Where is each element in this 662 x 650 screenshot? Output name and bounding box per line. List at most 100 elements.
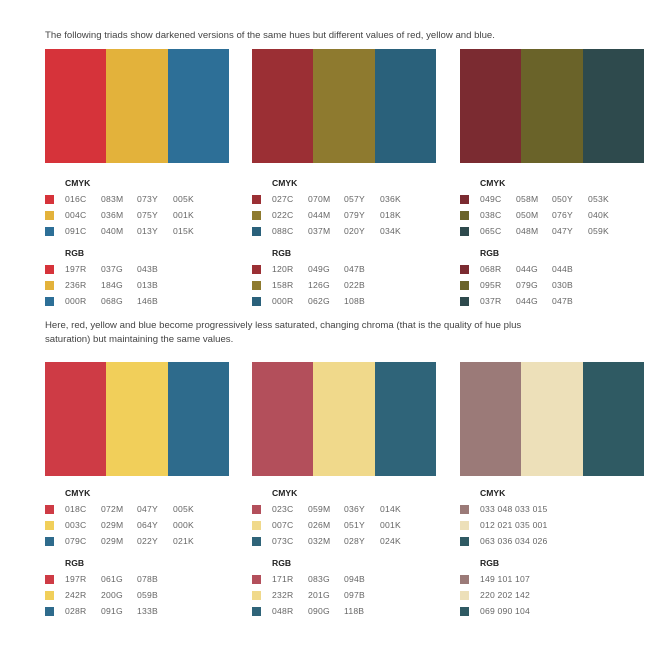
cmyk-label: CMYK — [65, 488, 91, 498]
color-swatch — [45, 520, 54, 530]
cmyk-value: 070M — [308, 194, 331, 204]
cmyk-value: 026M — [308, 520, 331, 530]
color-swatch — [45, 226, 54, 236]
rgb-value: 078B — [137, 574, 158, 584]
rgb-value: 059B — [137, 590, 158, 600]
rgb-label: RGB — [272, 248, 292, 258]
cmyk-value: 050Y — [552, 194, 573, 204]
cmyk-value: 018C — [65, 504, 87, 514]
cmyk-value: 058M — [516, 194, 539, 204]
rgb-value: 069 090 104 — [480, 606, 530, 616]
color-swatch — [252, 536, 261, 546]
color-swatch — [252, 194, 261, 204]
cmyk-row-blue: 079C 029M 022Y 021K — [45, 535, 209, 547]
rgb-label: RGB — [65, 558, 85, 568]
color-swatch — [460, 536, 469, 546]
cmyk-row-red: 033 048 033 015 — [460, 503, 552, 515]
cmyk-row-red: 016C 083M 073Y 005K — [45, 193, 209, 205]
cmyk-value: 047Y — [552, 226, 573, 236]
cmyk-value: 029M — [101, 520, 124, 530]
caption-desaturated-triads: Here, red, yellow and blue become progre… — [45, 320, 522, 345]
cmyk-value: 033 048 033 015 — [480, 504, 548, 514]
color-triad — [45, 362, 229, 476]
color-swatch — [460, 574, 469, 584]
rgb-value: 120R — [272, 264, 294, 274]
cmyk-value: 073C — [272, 536, 294, 546]
rgb-row-blue: 000R 068G 146B — [45, 295, 173, 307]
rgb-value: 149 101 107 — [480, 574, 530, 584]
cmyk-value: 004C — [65, 210, 87, 220]
rgb-row-blue: 028R 091G 133B — [45, 605, 173, 617]
caption-darkened-triads: The following triads show darkened versi… — [45, 30, 495, 41]
cmyk-value: 005K — [173, 194, 194, 204]
cmyk-value: 034K — [380, 226, 401, 236]
cmyk-value: 037M — [308, 226, 331, 236]
rgb-value: 044G — [516, 264, 538, 274]
stripe-blue — [374, 362, 436, 476]
rgb-value: 197R — [65, 574, 87, 584]
cmyk-row-red: 027C 070M 057Y 036K — [252, 193, 416, 205]
stripe-yellow — [521, 362, 583, 476]
rgb-value: 000R — [65, 296, 87, 306]
stripe-yellow — [313, 49, 375, 163]
cmyk-row-yellow: 003C 029M 064Y 000K — [45, 519, 209, 531]
cmyk-value: 036M — [101, 210, 124, 220]
rgb-row-red: 149 101 107 — [460, 573, 534, 585]
cmyk-row-red: 049C 058M 050Y 053K — [460, 193, 624, 205]
cmyk-value: 005K — [173, 504, 194, 514]
rgb-value: 097B — [344, 590, 365, 600]
rgb-value: 090G — [308, 606, 330, 616]
rgb-value: 030B — [552, 280, 573, 290]
color-triad — [460, 362, 644, 476]
stripe-red — [252, 49, 314, 163]
stripe-yellow — [521, 49, 583, 163]
rgb-value: 126G — [308, 280, 330, 290]
rgb-value: 044G — [516, 296, 538, 306]
rgb-value: 184G — [101, 280, 123, 290]
cmyk-value: 001K — [380, 520, 401, 530]
stripe-blue — [582, 362, 644, 476]
stripe-red — [460, 49, 522, 163]
cmyk-value: 036Y — [344, 504, 365, 514]
cmyk-value: 020Y — [344, 226, 365, 236]
color-swatch — [252, 606, 261, 616]
cmyk-label: CMYK — [480, 178, 506, 188]
cmyk-row-yellow: 004C 036M 075Y 001K — [45, 209, 209, 221]
color-swatch — [252, 504, 261, 514]
stripe-blue — [167, 362, 229, 476]
cmyk-value: 029M — [101, 536, 124, 546]
rgb-row-red: 197R 061G 078B — [45, 573, 173, 585]
rgb-value: 200G — [101, 590, 123, 600]
stripe-blue — [582, 49, 644, 163]
color-swatch — [45, 210, 54, 220]
color-triad — [252, 49, 436, 163]
cmyk-row-yellow: 038C 050M 076Y 040K — [460, 209, 624, 221]
rgb-value: 048R — [272, 606, 294, 616]
cmyk-value: 001K — [173, 210, 194, 220]
rgb-row-blue: 048R 090G 118B — [252, 605, 380, 617]
rgb-label: RGB — [480, 248, 500, 258]
cmyk-row-blue: 091C 040M 013Y 015K — [45, 225, 209, 237]
rgb-value: 049G — [308, 264, 330, 274]
color-swatch — [252, 520, 261, 530]
color-triad — [45, 49, 229, 163]
rgb-row-blue: 069 090 104 — [460, 605, 534, 617]
cmyk-value: 059M — [308, 504, 331, 514]
rgb-value: 043B — [137, 264, 158, 274]
color-swatch — [45, 504, 54, 514]
color-swatch — [460, 520, 469, 530]
rgb-row-yellow: 236R 184G 013B — [45, 279, 173, 291]
cmyk-value: 038C — [480, 210, 502, 220]
cmyk-value: 021K — [173, 536, 194, 546]
color-swatch — [460, 296, 469, 306]
cmyk-value: 057Y — [344, 194, 365, 204]
cmyk-row-yellow: 022C 044M 079Y 018K — [252, 209, 416, 221]
cmyk-value: 028Y — [344, 536, 365, 546]
cmyk-value: 065C — [480, 226, 502, 236]
color-triad — [252, 362, 436, 476]
cmyk-value: 053K — [588, 194, 609, 204]
cmyk-value: 003C — [65, 520, 87, 530]
rgb-row-yellow: 242R 200G 059B — [45, 589, 173, 601]
color-swatch — [460, 504, 469, 514]
stripe-yellow — [106, 362, 168, 476]
